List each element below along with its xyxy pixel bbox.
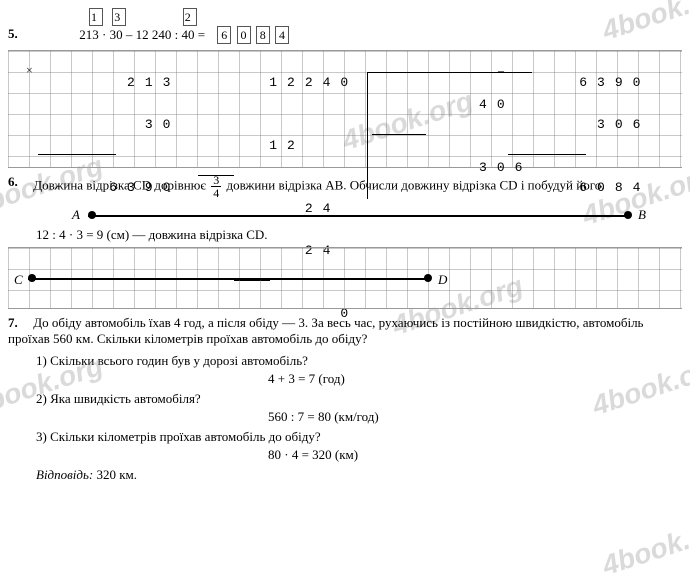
p7-step3-a: 80 · 4 = 320 (км) xyxy=(268,447,682,463)
fraction: 3 4 xyxy=(211,174,221,199)
line-cd xyxy=(28,278,428,280)
problem-5: 1 3 2 5. 213 · 30 – 12 240 : 40 = 6 0 8 … xyxy=(8,8,682,44)
p7-step3-q: 3) Скільки кілометрів проїхав автомобіль… xyxy=(36,429,682,445)
point-b xyxy=(624,211,632,219)
segment-cd-grid: C D xyxy=(8,247,682,309)
problem-number: 5. xyxy=(8,26,30,42)
over-digit: 1 xyxy=(89,8,103,26)
point-label-d: D xyxy=(438,272,447,288)
point-label-a: A xyxy=(72,207,80,223)
watermark: 4book.org xyxy=(598,510,690,582)
mult-sign: × xyxy=(26,63,33,78)
point-label-b: B xyxy=(638,207,646,223)
p7-step1-q: 1) Скільки всього годин був у дорозі авт… xyxy=(36,353,682,369)
p7-step2-q: 2) Яка швидкість автомобіля? xyxy=(36,391,682,407)
answer-label: Відповідь: xyxy=(36,467,93,482)
line-ab xyxy=(88,215,628,217)
expression: 213 · 30 – 12 240 : 40 = xyxy=(79,27,205,42)
p7-step1-a: 4 + 3 = 7 (год) xyxy=(268,371,682,387)
result-digit: 6 xyxy=(217,26,231,44)
p6-text-after: довжини відрізка AB. Обчисли довжину від… xyxy=(226,177,604,192)
p6-calc: 12 : 4 · 3 = 9 (см) — довжина відрізка C… xyxy=(36,227,682,243)
mult-line: 213 xyxy=(109,75,180,90)
sub-line: 306 xyxy=(579,117,650,132)
over-digit: 2 xyxy=(183,8,197,26)
sub-line: 6390 xyxy=(579,75,650,90)
problem-7: 7. До обіду автомобіль їхав 4 год, а піс… xyxy=(8,315,682,347)
sub-sign: – xyxy=(498,63,504,78)
over-digit: 3 xyxy=(112,8,126,26)
p7-step2-a: 560 : 7 = 80 (км/год) xyxy=(268,409,682,425)
problem-number: 6. xyxy=(8,174,30,190)
result-boxes: 6 0 8 4 xyxy=(216,27,290,42)
point-d xyxy=(424,274,432,282)
problem-6: 6. Довжина відрізка CD дорівнює 3 4 довж… xyxy=(8,174,682,199)
segment-ab: A B xyxy=(38,205,682,225)
mult-line: 30 xyxy=(109,117,180,132)
frac-den: 4 xyxy=(211,187,221,199)
calc-grid: × 213 30 6390 12240 12 24 24 0 40 306 – … xyxy=(8,50,682,168)
result-digit: 8 xyxy=(256,26,270,44)
p7-answer: Відповідь: 320 км. xyxy=(36,467,682,483)
answer-value: 320 км. xyxy=(96,467,137,482)
result-digit: 0 xyxy=(237,26,251,44)
point-label-c: C xyxy=(14,272,23,288)
result-digit: 4 xyxy=(275,26,289,44)
problem-number: 7. xyxy=(8,315,30,331)
p7-text: До обіду автомобіль їхав 4 год, а після … xyxy=(8,315,643,346)
p6-text-before: Довжина відрізка CD дорівнює xyxy=(33,177,206,192)
